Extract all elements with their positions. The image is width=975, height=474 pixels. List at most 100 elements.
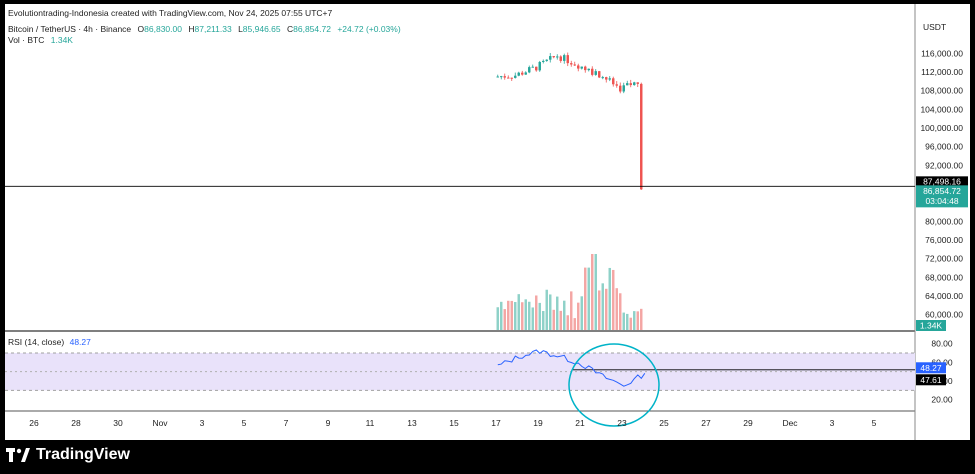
svg-text:86,854.72: 86,854.72 xyxy=(923,186,961,196)
candle xyxy=(531,64,534,68)
volume-bar xyxy=(605,288,608,330)
tradingview-logo-icon xyxy=(6,448,30,462)
candle xyxy=(622,82,625,94)
volume-bar xyxy=(636,311,639,330)
volume-bar xyxy=(591,254,594,330)
candle xyxy=(626,80,629,86)
date-tick-label: 29 xyxy=(743,418,753,428)
volume-bar xyxy=(521,302,524,330)
candle xyxy=(545,59,548,62)
svg-text:47.61: 47.61 xyxy=(920,375,942,385)
candle xyxy=(496,74,499,78)
volume-bar xyxy=(510,300,513,330)
volume-bar xyxy=(608,267,611,330)
date-tick-label: 26 xyxy=(29,418,39,428)
date-tick-label: 23 xyxy=(617,418,627,428)
date-tick-label: 15 xyxy=(449,418,459,428)
volume-bar xyxy=(622,312,625,330)
tradingview-logo[interactable]: TradingView xyxy=(6,444,130,466)
candle xyxy=(640,82,643,190)
candle xyxy=(601,75,604,80)
volume-label: Vol · BTC xyxy=(8,35,44,45)
date-tick-label: 5 xyxy=(242,418,247,428)
line-price-badge: 87,498.16 xyxy=(916,176,968,188)
rsi-ma-badge: 47.61 xyxy=(916,374,946,386)
candle xyxy=(605,76,608,83)
countdown: 03:04:48 xyxy=(925,196,958,206)
candle xyxy=(563,53,566,64)
date-tick-label: 19 xyxy=(533,418,543,428)
candle xyxy=(542,59,545,64)
volume-bar xyxy=(619,293,622,330)
rsi-tick-label: 80.00 xyxy=(931,339,953,349)
svg-text:1.34K: 1.34K xyxy=(920,321,943,331)
date-tick-label: 3 xyxy=(830,418,835,428)
volume-bar xyxy=(598,290,601,330)
date-tick-label: 30 xyxy=(113,418,123,428)
volume-bar xyxy=(601,283,604,330)
time-axis-ticks: 26 28 30 Nov 3 5 7 9 11 13 15 17 19 21 23 25 27 29 Dec 3 5 xyxy=(29,418,876,428)
chart-panel[interactable]: Evolutiontrading-Indonesia created with … xyxy=(5,4,970,440)
volume-bar xyxy=(545,289,548,330)
candle xyxy=(633,81,636,86)
volume-bar xyxy=(559,310,562,330)
rsi-info: RSI (14, close) 48.27 xyxy=(8,337,91,347)
date-tick-label: Dec xyxy=(782,418,798,428)
date-tick-label: 28 xyxy=(71,418,81,428)
price-tick-label: 112,000.00 xyxy=(921,67,963,77)
volume-bar xyxy=(531,307,534,330)
currency-label: USDT xyxy=(923,22,946,32)
date-tick-label: 17 xyxy=(491,418,501,428)
volume-bar xyxy=(566,315,569,330)
high-value: 87,211.33 xyxy=(195,24,232,34)
price-tick-label: 104,000.00 xyxy=(920,104,963,114)
candle xyxy=(598,70,601,79)
candle xyxy=(503,73,506,80)
volume-bar xyxy=(626,313,629,330)
price-tick-label: 80,000.00 xyxy=(925,216,963,226)
date-tick-label: 7 xyxy=(284,418,289,428)
volume-bar xyxy=(507,300,510,330)
volume-bar xyxy=(552,309,555,330)
chart-svg[interactable]: Evolutiontrading-Indonesia created with … xyxy=(5,4,970,440)
volume-value: 1.34K xyxy=(51,35,74,45)
rsi-header-value: 48.27 xyxy=(70,337,92,347)
volume-bar xyxy=(633,311,636,330)
volume-bar xyxy=(517,294,520,330)
volume-bar xyxy=(535,295,538,330)
volume-bar xyxy=(503,309,506,330)
date-tick-label: 25 xyxy=(659,418,669,428)
volume-info: Vol · BTC 1.34K xyxy=(8,35,73,45)
date-tick-label: Nov xyxy=(152,418,168,428)
candle xyxy=(636,82,639,88)
volume-bar xyxy=(580,296,583,330)
candle xyxy=(573,61,576,67)
price-tick-label: 96,000.00 xyxy=(925,142,963,152)
volume-bar xyxy=(538,302,541,330)
candle xyxy=(528,65,531,74)
candle xyxy=(580,66,583,70)
volume-bar xyxy=(514,302,517,330)
date-tick-label: 27 xyxy=(701,418,711,428)
annotation-circle[interactable] xyxy=(568,343,660,427)
candle xyxy=(566,52,569,67)
price-tick-label: 100,000.00 xyxy=(920,123,963,133)
volume-bar xyxy=(573,318,576,330)
low-value: 85,946.65 xyxy=(243,24,281,34)
volume-bar xyxy=(594,254,597,330)
price-tick-label: 60,000.00 xyxy=(925,310,963,320)
price-tick-label: 72,000.00 xyxy=(925,254,963,264)
candles xyxy=(496,52,643,190)
candle xyxy=(559,55,562,63)
volume-bar xyxy=(528,301,531,330)
candle xyxy=(594,69,597,76)
change-value: +24.72 (+0.03%) xyxy=(337,24,400,34)
volume-bar xyxy=(500,301,503,330)
candle xyxy=(629,79,632,88)
date-tick-label: 11 xyxy=(366,418,375,428)
candle xyxy=(612,76,615,87)
candle xyxy=(584,65,587,73)
volume-bar xyxy=(584,267,587,330)
svg-text:48.27: 48.27 xyxy=(920,363,942,373)
